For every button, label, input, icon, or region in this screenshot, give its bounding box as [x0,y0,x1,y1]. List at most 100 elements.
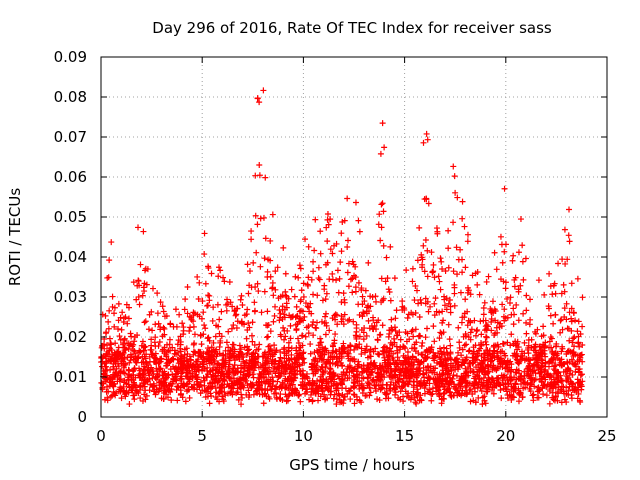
data-point [370,317,377,324]
data-point [332,316,339,323]
data-point [314,347,321,354]
data-point [518,373,525,380]
data-point [167,320,174,327]
data-point [392,315,399,322]
data-point [575,366,582,373]
data-point [339,376,346,383]
data-point [190,351,197,358]
data-point [473,379,480,386]
data-point [536,343,543,350]
data-point [459,346,466,353]
data-point [474,268,481,275]
data-point [482,323,489,330]
data-point [551,397,558,404]
data-point [253,249,260,256]
data-point [522,379,529,386]
data-point [359,293,366,300]
data-point [494,341,501,348]
data-point [191,331,198,338]
data-point [354,344,361,351]
data-point [301,313,308,320]
data-point [183,388,190,395]
data-point [358,351,365,358]
data-point [530,397,537,404]
data-point [579,341,586,348]
data-point [485,384,492,391]
data-point [239,394,246,401]
data-point [125,366,132,373]
data-point [474,326,481,333]
data-point [575,339,582,346]
data-point [562,260,569,267]
data-point [510,252,517,259]
data-point [249,319,256,326]
data-point [569,371,576,378]
data-point [319,297,326,304]
data-point [348,368,355,375]
data-point [199,298,206,305]
data-point [367,389,374,396]
data-point [295,339,302,346]
data-point [137,395,144,402]
data-point [269,279,276,286]
data-point [540,373,547,380]
data-point [175,366,182,373]
data-point [157,358,164,365]
data-point [519,258,526,265]
data-point [376,211,383,218]
data-point [454,392,461,399]
data-point [205,351,212,358]
data-point [322,319,329,326]
data-point [262,174,269,181]
data-point [566,337,573,344]
y-tick-label: 0.04 [54,248,87,266]
data-point [412,399,419,406]
data-point [550,396,557,403]
data-point [298,287,305,294]
data-point [346,316,353,323]
data-point [334,321,341,328]
data-point [188,383,195,390]
data-point [552,311,559,318]
data-point [489,353,496,360]
data-point [122,360,129,367]
data-point [372,345,379,352]
data-point [200,309,207,316]
data-point [340,340,347,347]
data-point [514,346,521,353]
data-point [313,325,320,332]
data-point [379,120,386,127]
data-point [216,330,223,337]
data-point [120,315,127,322]
data-point [202,325,209,332]
data-point [345,350,352,357]
data-point [304,375,311,382]
data-point [121,335,128,342]
data-point [445,321,452,328]
data-point [424,298,431,305]
data-point [461,223,468,230]
data-point [525,350,532,357]
data-point [105,325,112,332]
data-point [574,395,581,402]
data-point [235,396,242,403]
data-point [332,311,339,318]
data-point [351,346,358,353]
data-point [395,363,402,370]
data-point [238,377,245,384]
data-point [376,397,383,404]
data-point [538,378,545,385]
data-point [508,367,515,374]
data-point [498,355,505,362]
data-point [215,368,222,375]
data-point [251,299,258,306]
data-point [197,382,204,389]
data-point [276,357,283,364]
data-point [299,360,306,367]
x-tick-label: 0 [96,427,106,445]
data-point [228,325,235,332]
data-point [288,351,295,358]
data-point [222,347,229,354]
data-point [377,237,384,244]
data-point [317,393,324,400]
